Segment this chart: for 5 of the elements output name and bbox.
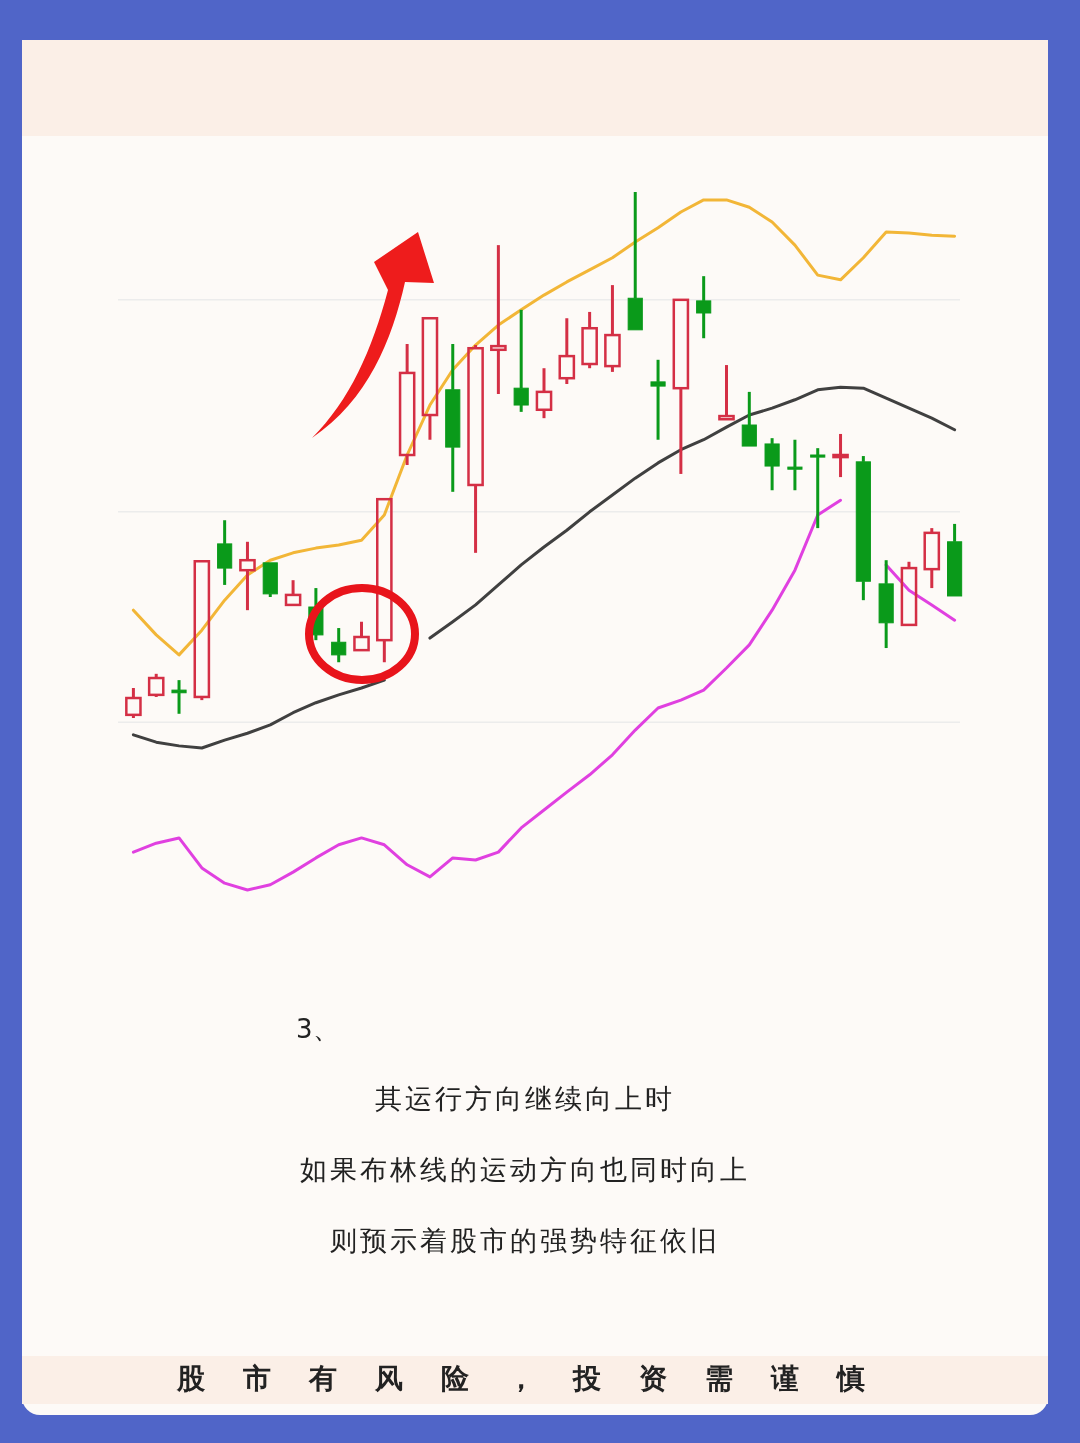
annotation: 股市有风险，投资需谨慎: [177, 1362, 903, 1395]
annotation: 如果布林线的运动方向也同时向上: [300, 1154, 750, 1185]
annotation: 其运行方向继续向上时: [375, 1083, 675, 1114]
annotation: 3、: [296, 1014, 339, 1044]
annotation: 则预示着股市的强势特征依旧: [330, 1225, 720, 1256]
